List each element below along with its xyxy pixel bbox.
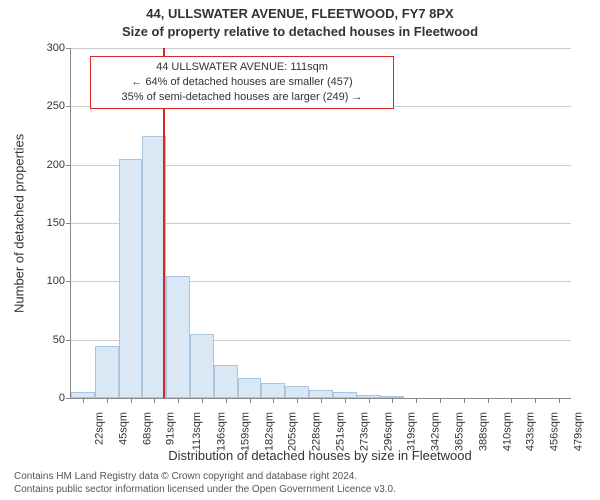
- x-tick-label: 433sqm: [525, 412, 537, 451]
- x-tick-label: 136sqm: [216, 412, 228, 451]
- x-tick-mark: [297, 398, 298, 403]
- y-tick-label: 50: [53, 334, 65, 346]
- x-tick-label: 319sqm: [406, 412, 418, 451]
- x-tick-mark: [559, 398, 560, 403]
- y-axis-label: Number of detached properties: [10, 48, 28, 398]
- x-tick-label: 479sqm: [573, 412, 585, 451]
- x-tick-label: 159sqm: [239, 412, 251, 451]
- x-tick-label: 113sqm: [191, 412, 203, 450]
- x-tick-label: 68sqm: [141, 412, 153, 445]
- histogram-bar: [309, 390, 333, 398]
- y-tick-label: 150: [47, 217, 65, 229]
- x-tick-label: 365sqm: [454, 412, 466, 451]
- x-tick-mark: [535, 398, 536, 403]
- x-tick-label: 228sqm: [311, 412, 323, 451]
- x-tick-mark: [131, 398, 132, 403]
- x-tick-mark: [273, 398, 274, 403]
- annotation-line-2: ← 64% of detached houses are smaller (45…: [99, 75, 385, 90]
- footer-line-1: Contains HM Land Registry data © Crown c…: [14, 471, 396, 484]
- x-tick-mark: [83, 398, 84, 403]
- histogram-bar: [381, 396, 405, 398]
- x-tick-mark: [178, 398, 179, 403]
- y-tick-label: 0: [59, 392, 65, 404]
- x-tick-mark: [392, 398, 393, 403]
- annotation-line-3: 35% of semi-detached houses are larger (…: [99, 90, 385, 105]
- y-tick-label: 250: [47, 100, 65, 112]
- gridline: [71, 48, 571, 49]
- x-tick-mark: [250, 398, 251, 403]
- x-tick-label: 342sqm: [430, 412, 442, 451]
- histogram-bar: [95, 346, 119, 399]
- footer-line-2: Contains public sector information licen…: [14, 484, 396, 497]
- footer: Contains HM Land Registry data © Crown c…: [14, 471, 396, 496]
- x-tick-mark: [511, 398, 512, 403]
- x-tick-label: 296sqm: [382, 412, 394, 451]
- histogram-bar: [357, 395, 381, 399]
- x-tick-label: 205sqm: [287, 412, 299, 451]
- x-tick-label: 388sqm: [477, 412, 489, 451]
- x-tick-mark: [202, 398, 203, 403]
- x-tick-mark: [488, 398, 489, 403]
- histogram-bar: [261, 383, 285, 398]
- x-tick-mark: [440, 398, 441, 403]
- x-tick-label: 456sqm: [549, 412, 561, 451]
- x-tick-label: 273sqm: [358, 412, 370, 451]
- x-tick-label: 91sqm: [165, 412, 177, 445]
- x-tick-mark: [226, 398, 227, 403]
- histogram-bar: [71, 392, 95, 398]
- chart-title-line-1: 44, ULLSWATER AVENUE, FLEETWOOD, FY7 8PX: [0, 6, 600, 21]
- x-tick-mark: [107, 398, 108, 403]
- x-tick-mark: [464, 398, 465, 403]
- chart-container: 44, ULLSWATER AVENUE, FLEETWOOD, FY7 8PX…: [0, 0, 600, 500]
- x-tick-label: 45sqm: [117, 412, 129, 445]
- x-tick-mark: [416, 398, 417, 403]
- histogram-bar: [214, 365, 238, 398]
- x-tick-mark: [154, 398, 155, 403]
- y-tick-label: 300: [47, 42, 65, 54]
- annotation-line-1: 44 ULLSWATER AVENUE: 111sqm: [99, 60, 385, 75]
- x-tick-label: 251sqm: [335, 412, 347, 451]
- x-tick-mark: [321, 398, 322, 403]
- histogram-bar: [238, 378, 262, 398]
- x-tick-label: 410sqm: [501, 412, 513, 451]
- y-tick-label: 200: [47, 159, 65, 171]
- histogram-bar: [190, 334, 214, 398]
- histogram-bar: [285, 386, 309, 398]
- histogram-bar: [119, 159, 143, 398]
- x-tick-label: 182sqm: [263, 412, 275, 451]
- histogram-bar: [166, 276, 190, 399]
- x-tick-mark: [345, 398, 346, 403]
- x-tick-label: 22sqm: [93, 412, 105, 445]
- y-tick-mark: [66, 398, 71, 399]
- annotation-box: 44 ULLSWATER AVENUE: 111sqm ← 64% of det…: [90, 56, 394, 109]
- x-tick-mark: [369, 398, 370, 403]
- chart-title-line-2: Size of property relative to detached ho…: [0, 24, 600, 39]
- y-tick-label: 100: [47, 275, 65, 287]
- histogram-bar: [333, 392, 357, 398]
